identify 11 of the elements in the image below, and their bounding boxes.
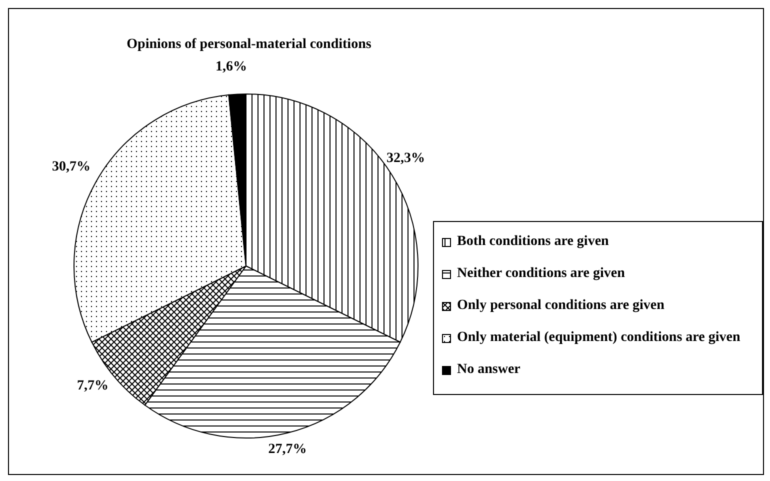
data-label: 1,6% — [216, 60, 248, 75]
legend-label: No answer — [457, 362, 520, 378]
legend-label: Both conditions are given — [457, 234, 609, 250]
data-label: 7,7% — [76, 378, 108, 394]
data-label: 32,3% — [386, 151, 426, 166]
legend-label: Only personal conditions are given — [457, 298, 664, 314]
data-label: 27,7% — [268, 442, 307, 457]
legend-label: Neither conditions are given — [457, 266, 625, 282]
chart-title: Opinions of personal-material conditions — [126, 37, 372, 53]
data-label: 30,7% — [52, 160, 91, 175]
legend-label: Only material (equipment) conditions are given — [457, 330, 740, 346]
